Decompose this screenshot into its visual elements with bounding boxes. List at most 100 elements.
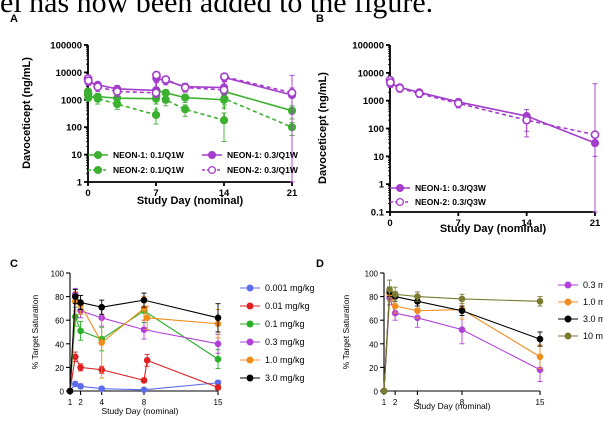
panel-c-legend-swatch-marker — [246, 320, 254, 328]
panel-b-legend-label: NEON-2: 0.3/Q3W — [415, 197, 487, 207]
panel-c-series-line — [69, 354, 219, 392]
panel-d-data-point — [391, 290, 399, 298]
panel-d-legend-swatch-marker — [564, 315, 572, 323]
panel-c-x-axis-label: Study Day (nominal) — [101, 406, 178, 416]
panel-a-data-point — [181, 105, 190, 114]
panel-d-legend-label: 10 mg/kg — [583, 331, 603, 341]
panel-d-data-point — [536, 335, 544, 343]
panel-b-data-point — [385, 78, 395, 87]
panel-d-data-point — [380, 387, 388, 395]
panel-c-data-point — [77, 382, 84, 390]
panel-a-legend-swatch-marker — [93, 150, 103, 160]
panel-d-letter: D — [316, 258, 324, 270]
panel-c-series-line — [69, 295, 219, 392]
panel-c-data-point — [98, 303, 106, 311]
panel-b-x-axis-label: Study Day (nominal) — [440, 223, 547, 235]
panel-a-data-point — [93, 82, 103, 92]
panel-b-y-tick-label: 1000 — [363, 96, 384, 107]
panel-a-data-point — [219, 85, 229, 95]
panel-a-legend-swatch-marker — [207, 165, 217, 175]
panel-c-y-tick-label: 20 — [55, 364, 64, 373]
panel-a-y-tick-label: 1000 — [61, 95, 82, 106]
panel-c-data-point — [71, 293, 79, 300]
panel-a-x-axis-label: Study Day (nominal) — [137, 195, 244, 207]
panel-c-x-tick-label: 1 — [68, 398, 73, 407]
panel-a-data-point — [151, 70, 161, 80]
panel-c-x-tick-label: 15 — [214, 398, 223, 407]
panel-b-y-tick-label: 10 — [373, 152, 384, 163]
panel-c-legend-swatch-marker — [246, 356, 254, 364]
panel-a-data-point — [83, 76, 93, 86]
panel-a-data-point — [220, 94, 229, 103]
caption-fragment: el has now been added to the figure. — [0, 0, 434, 19]
panel-a-legend-swatch-marker — [207, 150, 217, 160]
panel-a-data-point — [113, 99, 122, 109]
panel-a-y-tick-label: 100000 — [50, 41, 82, 52]
panel-a-data-point — [219, 116, 229, 125]
panel-b-y-tick-label: 100 — [368, 124, 384, 135]
panel-d-data-point — [458, 307, 466, 315]
panel-d-legend-swatch-marker — [564, 298, 572, 306]
panel-d-y-tick-label: 20 — [369, 364, 378, 373]
panel-d-y-tick-label: 60 — [369, 317, 378, 326]
panel-a-y-tick-label: 10 — [71, 150, 82, 161]
panel-d-series-line — [383, 288, 541, 392]
panel-a-legend-label: NEON-1: 0.1/Q1W — [113, 150, 185, 160]
panel-c-x-tick-label: 2 — [78, 398, 83, 407]
panel-c-y-tick-label: 0 — [60, 388, 65, 397]
panel-a-y-tick-label: 1 — [77, 178, 83, 189]
panel-a-data-point — [161, 88, 170, 97]
panel-d-x-tick-label: 8 — [460, 398, 465, 407]
panel-a-legend-label: NEON-2: 0.3/Q1W — [227, 165, 299, 175]
panel-d-legend-label: 0.3 mg/kg — [583, 280, 603, 290]
panel-c-data-point — [140, 296, 148, 304]
panel-c-data-point — [143, 314, 151, 322]
panel-a-y-tick-label: 100 — [66, 123, 82, 134]
panel-d-y-tick-label: 40 — [369, 340, 378, 349]
panel-c-letter: C — [10, 258, 18, 270]
panel-c-legend-label: 0.001 mg/kg — [265, 283, 315, 293]
panel-a-x-tick-label: 14 — [219, 188, 230, 199]
panel-a-data-point — [93, 94, 102, 103]
panel-a-y-axis-label: Davoceticept (ng/mL) — [21, 57, 33, 169]
panel-b-y-axis-label: Davoceticept (ng/mL) — [317, 72, 329, 184]
panel-a-x-tick-label: 7 — [153, 188, 158, 199]
panel-d-data-point — [536, 298, 544, 305]
panel-a-data-point — [181, 93, 190, 102]
panel-c-y-tick-label: 100 — [51, 270, 65, 279]
panel-b-data-point — [414, 89, 424, 98]
panel-b-data-point — [522, 115, 532, 125]
panel-b-x-tick-label: 14 — [521, 218, 532, 229]
panel-d-y-tick-label: 0 — [374, 388, 379, 397]
panel-c-data-point — [71, 313, 79, 320]
panel-a-y-tick-label: 10000 — [56, 68, 82, 79]
panel-c-data-point — [66, 387, 74, 395]
panel-c-data-point — [77, 327, 84, 335]
panel-a-data-point — [161, 95, 170, 104]
panel-b-legend-label: NEON-1: 0.3/Q3W — [415, 183, 487, 193]
panel-a-data-point — [112, 87, 122, 96]
panel-b-x-tick-label: 0 — [387, 218, 392, 229]
panel-c-data-point — [71, 380, 79, 388]
panel-b-y-tick-label: 0.1 — [371, 208, 385, 219]
panel-a-data-point — [219, 72, 229, 82]
panel-c-data-point — [98, 339, 106, 346]
panel-d-data-point — [458, 326, 466, 333]
panel-d-legend-label: 3.0 mg/kg — [583, 314, 603, 324]
panel-b-data-point — [453, 98, 463, 108]
panel-c-data-point — [214, 384, 222, 391]
panel-b-legend-swatch-marker — [395, 197, 405, 207]
panel-a-legend-label: NEON-1: 0.3/Q1W — [227, 150, 299, 160]
panel-c-data-point — [140, 377, 148, 384]
panel-b-data-point — [590, 130, 600, 140]
panel-c-legend-label: 0.1 mg/kg — [265, 319, 305, 329]
panel-b-legend-swatch-marker — [395, 183, 405, 193]
panel-b-letter: B — [316, 13, 324, 25]
panel-c-x-tick-label: 8 — [142, 398, 147, 407]
panel-c-data-point — [140, 386, 148, 394]
panel-c-data-point — [77, 299, 84, 306]
panel-c-data-point — [77, 364, 84, 371]
panel-a-data-point — [180, 83, 190, 92]
panel-a-x-tick-label: 21 — [287, 188, 298, 199]
